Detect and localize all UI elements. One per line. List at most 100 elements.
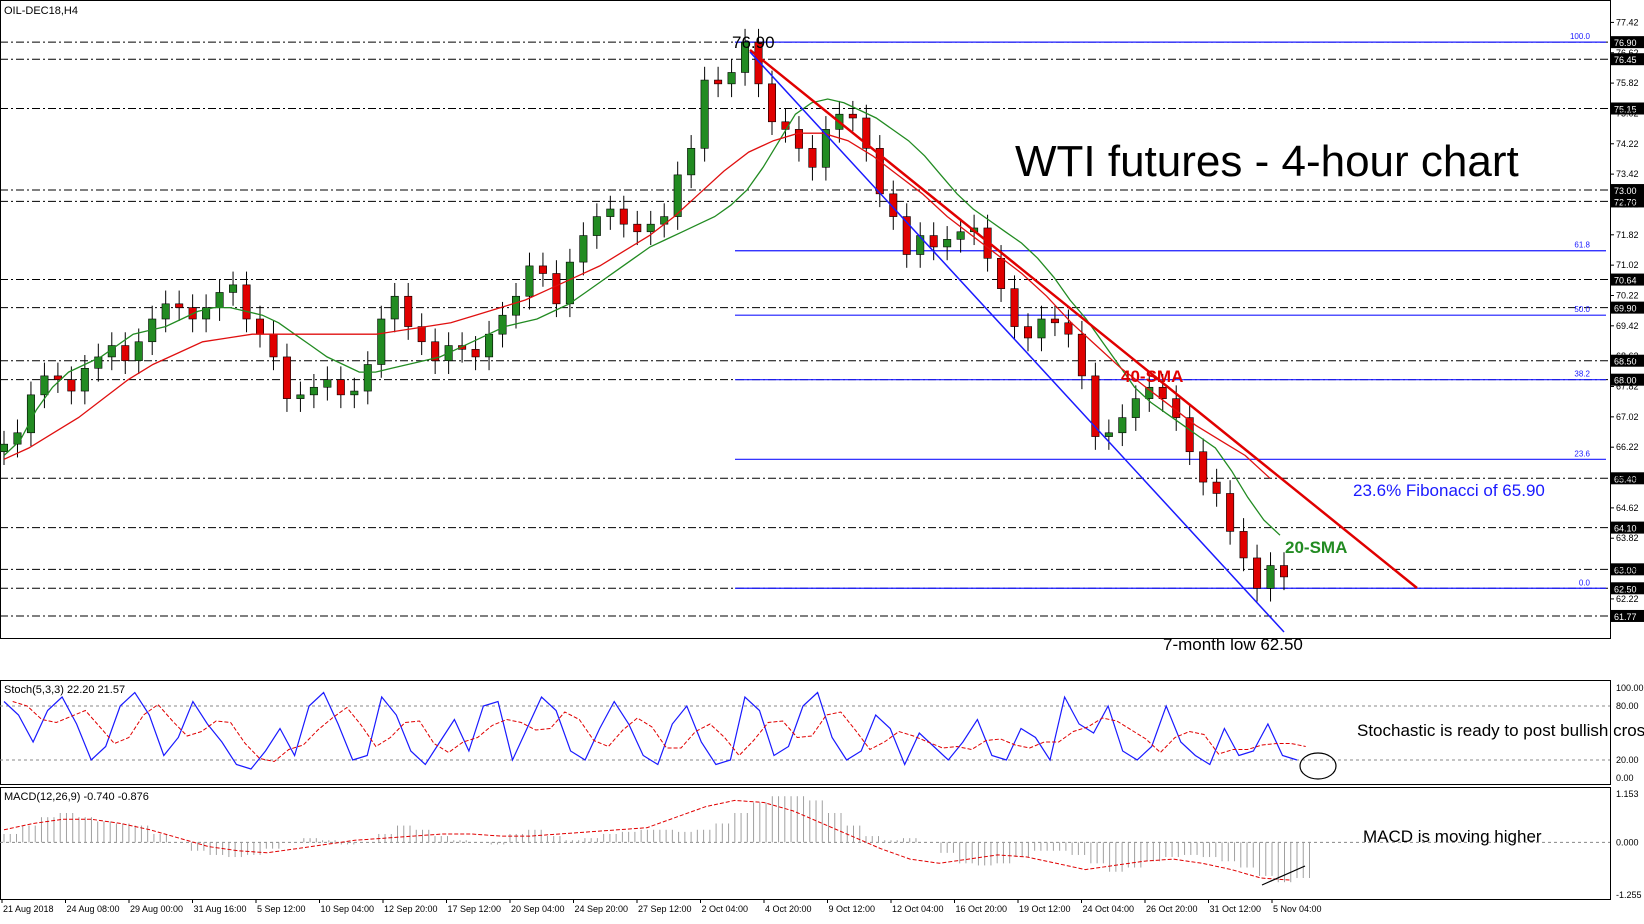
time-tick-label: 16 Oct 20:00 <box>956 904 1008 914</box>
level-label-box <box>1611 472 1644 485</box>
price-tick-label: 72.62 <box>1616 199 1639 209</box>
price-tick-label: 67.82 <box>1616 382 1639 392</box>
level-label: 76.45 <box>1614 55 1637 65</box>
level-label: 68.00 <box>1614 376 1637 386</box>
price-tick-label: 66.22 <box>1616 442 1639 452</box>
candle-body <box>175 303 184 308</box>
candle-body <box>202 307 211 320</box>
time-tick-label: 2 Oct 04:00 <box>702 904 749 914</box>
candle-body <box>1253 557 1262 589</box>
price-tick-label: 62.22 <box>1616 594 1639 604</box>
candle-body <box>646 223 655 233</box>
candle-body <box>40 375 49 396</box>
price-tick-label: 65.42 <box>1616 473 1639 483</box>
price-tick-label: 75.82 <box>1616 78 1639 88</box>
candle-body <box>1279 565 1289 578</box>
time-tick-label: 9 Oct 12:00 <box>829 904 876 914</box>
time-tick-label: 24 Aug 08:00 <box>67 904 120 914</box>
macd-up-arrow <box>1261 865 1306 886</box>
annotation-fib: 23.6% Fibonacci of 65.90 <box>1353 481 1545 500</box>
sma-line-40-sma <box>3 132 1271 479</box>
time-tick-label: 12 Oct 04:00 <box>892 904 944 914</box>
candle-body <box>242 284 251 320</box>
candle-body <box>687 148 696 176</box>
candle-body <box>323 379 332 388</box>
price-tick-label: 71.82 <box>1616 230 1639 240</box>
candle-body <box>700 79 709 149</box>
level-label-box <box>1611 563 1644 576</box>
candle-body <box>767 83 777 123</box>
candle-body <box>458 345 467 350</box>
candle-body <box>1199 451 1208 483</box>
candle-body <box>889 193 898 217</box>
candle-body <box>390 295 399 320</box>
time-tick-label: 24 Oct 04:00 <box>1083 904 1135 914</box>
candle-body <box>525 265 534 297</box>
level-label-box <box>1611 36 1644 49</box>
level-label-box <box>1611 273 1644 286</box>
candle-body <box>619 208 628 225</box>
level-label: 61.77 <box>1614 612 1637 622</box>
fib-level-label: 100.0 <box>1570 32 1591 41</box>
macd-note: MACD is moving higher <box>1363 827 1542 846</box>
symbol-label: OIL-DEC18,H4 <box>4 5 78 17</box>
price-tick-label: 68.62 <box>1616 351 1639 361</box>
candle-body <box>377 318 386 365</box>
candle-body <box>350 390 359 396</box>
stoch-tick-label: 0.00 <box>1616 773 1634 783</box>
candle-body <box>1077 333 1086 377</box>
candle-body <box>538 265 547 274</box>
level-label: 68.50 <box>1614 357 1637 367</box>
candle-body <box>673 174 682 217</box>
candle-body <box>309 386 318 396</box>
candle-body <box>336 379 345 396</box>
candle-body <box>511 295 521 316</box>
time-tick-label: 21 Aug 2018 <box>3 904 54 914</box>
price-tick-label: 73.42 <box>1616 169 1639 179</box>
level-label: 64.10 <box>1614 524 1637 534</box>
time-tick-label: 12 Sep 20:00 <box>384 904 438 914</box>
candle-body <box>727 72 736 85</box>
candle-body <box>229 284 238 293</box>
blue-channel-line <box>749 51 1285 633</box>
candle-body <box>94 356 103 369</box>
time-tick-label: 5 Nov 04:00 <box>1273 904 1322 914</box>
price-tick-label: 64.62 <box>1616 503 1639 513</box>
candle-body <box>592 216 601 236</box>
candle-body <box>848 113 857 119</box>
candle-body <box>606 208 615 217</box>
candle-body <box>821 129 830 168</box>
candle-body <box>121 345 130 362</box>
time-tick-label: 26 Oct 20:00 <box>1146 904 1198 914</box>
level-label: 72.70 <box>1614 197 1637 207</box>
level-label: 62.50 <box>1614 584 1637 594</box>
candle-body <box>1131 398 1140 418</box>
candle-body <box>485 333 494 358</box>
time-tick-label: 10 Sep 04:00 <box>321 904 375 914</box>
candle-body <box>67 379 76 392</box>
candle-body <box>1010 288 1019 327</box>
candle-body <box>498 314 507 335</box>
candle-body <box>1185 417 1194 453</box>
candle-body <box>579 235 588 263</box>
time-tick-label: 4 Oct 20:00 <box>765 904 812 914</box>
candle-body <box>1266 565 1275 589</box>
price-tick-label: 75.02 <box>1616 108 1639 118</box>
stoch-cross-circle <box>1299 752 1337 780</box>
level-label-box <box>1611 582 1644 595</box>
level-label: 70.64 <box>1614 276 1637 286</box>
candle-body <box>956 231 965 240</box>
stochastic-plot: 100.00 80.00 20.00 0.00 <box>0 683 1644 783</box>
time-tick-label: 31 Oct 12:00 <box>1210 904 1262 914</box>
candle-body <box>26 394 35 434</box>
level-label: 73.00 <box>1614 186 1637 196</box>
price-tick-label: 76.62 <box>1616 48 1639 58</box>
fib-level-label: 0.0 <box>1579 578 1591 587</box>
candle-body <box>565 261 574 305</box>
candles <box>0 28 1289 602</box>
candle-body <box>916 235 925 255</box>
macd-pane-frame <box>0 787 1611 900</box>
candle-body <box>1064 322 1073 335</box>
time-tick-label: 24 Sep 20:00 <box>575 904 629 914</box>
fib-level-label: 50.0 <box>1574 305 1590 314</box>
